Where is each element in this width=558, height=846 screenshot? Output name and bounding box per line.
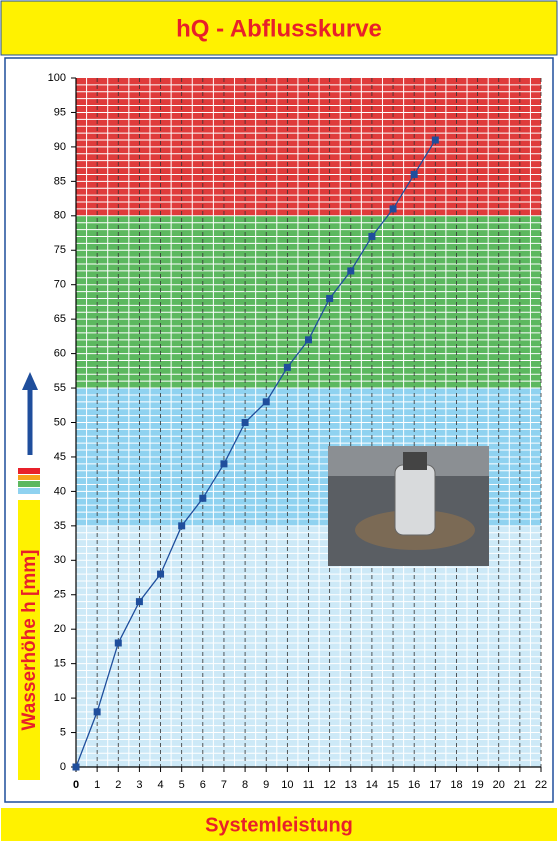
x-tick-label: 11 [303, 779, 314, 791]
x-tick-label: 14 [366, 779, 378, 791]
y-tick-label: 5 [60, 726, 66, 738]
point [389, 205, 397, 213]
x-tick-label: 4 [157, 779, 163, 791]
x-tick-label: 9 [263, 779, 269, 791]
y-tick-label: 70 [54, 279, 66, 291]
plot-area: 0 1 2 3 4 5 6 7 8 9 10 11 12 13 14 15 16 17 18 19 20 21 220510… [48, 72, 547, 791]
y-tick-label: 35 [54, 520, 66, 532]
y-tick-label: 40 [54, 485, 66, 497]
header-bar [0, 0, 558, 56]
legend-swatch [18, 488, 40, 494]
y-tick-label: 50 [54, 416, 66, 428]
arrow-head [22, 372, 38, 390]
x-tick-label: 7 [221, 779, 227, 791]
point [199, 494, 207, 502]
point [368, 232, 376, 240]
x-tick-label: 1 [94, 779, 100, 791]
photo-top [403, 452, 427, 470]
legend-swatch [18, 475, 40, 480]
x-tick-label: 3 [136, 779, 142, 791]
x-tick-label: 0 [73, 779, 79, 791]
point [178, 522, 186, 530]
y-tick-label: 25 [54, 589, 66, 601]
point [157, 570, 165, 578]
y-tick-label: 15 [54, 658, 66, 670]
point [114, 639, 122, 647]
point [326, 294, 334, 302]
y-tick-label: 65 [54, 313, 66, 325]
x-tick-label: 17 [429, 779, 441, 791]
header-title: hQ - Abflusskurve [176, 15, 382, 42]
x-tick-label: 12 [324, 779, 336, 791]
y-tick-label: 55 [54, 382, 66, 394]
point [72, 763, 80, 771]
y-tick-label: 95 [54, 106, 66, 118]
photo [328, 446, 489, 566]
y-tick-label: 10 [54, 692, 66, 704]
point [93, 708, 101, 716]
y-tick-label: 30 [54, 554, 66, 566]
y-tick-label: 45 [54, 451, 66, 463]
x-tick-label: 15 [387, 779, 399, 791]
x-tick-label: 10 [281, 779, 293, 791]
x-tick-label: 20 [493, 779, 505, 791]
x-tick-label: 21 [514, 779, 526, 791]
x-tick-label: 2 [115, 779, 121, 791]
point [347, 267, 355, 275]
x-tick-label: 18 [450, 779, 462, 791]
y-tick-label: 0 [60, 761, 66, 773]
y-tick-label: 20 [54, 623, 66, 635]
x-tick-label: 16 [408, 779, 420, 791]
x-tick-label: 6 [200, 779, 206, 791]
y-label-bar [18, 500, 40, 780]
x-tick-label: 22 [535, 779, 547, 791]
y-axis-label: Wasserhöhe h [mm] [19, 550, 40, 731]
photo-object [394, 464, 436, 536]
y-tick-label: 85 [54, 175, 66, 187]
point [410, 170, 418, 178]
point [241, 419, 249, 426]
y-tick-label: 75 [54, 244, 66, 256]
legend-swatch [18, 481, 40, 487]
band-legend [18, 468, 40, 494]
footer-title: Systemleistung [205, 814, 353, 836]
x-tick-label: 8 [242, 779, 248, 791]
legend-swatch [18, 468, 40, 474]
point [220, 460, 228, 468]
y-tick-label: 60 [54, 348, 66, 360]
y-tick-label: 90 [54, 141, 66, 153]
y-tick-label: 100 [48, 72, 66, 84]
y-tick-label: 80 [54, 210, 66, 222]
footer-bar [1, 808, 557, 841]
point [135, 598, 143, 606]
point [305, 336, 312, 344]
series-line [75, 139, 436, 768]
point [283, 363, 291, 371]
point [262, 398, 270, 406]
x-tick-label: 13 [345, 779, 357, 791]
point [431, 136, 439, 144]
x-tick-label: 5 [179, 779, 185, 791]
x-tick-label: 19 [471, 779, 483, 791]
